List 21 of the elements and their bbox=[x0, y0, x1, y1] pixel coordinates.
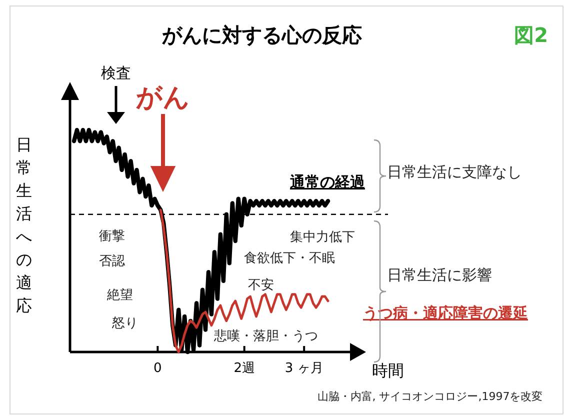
annotation: 食欲低下・不眠 bbox=[244, 251, 335, 266]
annotation: 衝撃 bbox=[99, 229, 125, 244]
text: 検査 bbox=[101, 64, 131, 82]
annotation: 怒り bbox=[111, 316, 138, 331]
text: 日常生活に支障なし bbox=[387, 163, 522, 181]
text: 山脇・内富, サイコオンコロジー,1997を改変 bbox=[317, 390, 543, 403]
x-tick-label: 2週 bbox=[234, 360, 255, 376]
annotation: 不安 bbox=[248, 277, 274, 293]
x-tick-label: 0 bbox=[154, 360, 162, 376]
y-axis-title: 日常生活への適応 bbox=[16, 135, 32, 315]
annotation: 否認 bbox=[99, 254, 125, 269]
caption: 図2 bbox=[514, 23, 548, 47]
x-axis-title: 時間 bbox=[372, 361, 404, 380]
chart-title: がんに対する心の反応 bbox=[161, 23, 362, 47]
text: 日常生活に影響 bbox=[387, 266, 492, 284]
text: がん bbox=[136, 83, 190, 113]
series-label: 通常の経過 bbox=[289, 173, 366, 191]
x-tick-label: 3 ヶ月 bbox=[284, 360, 324, 376]
annotation: 集中力低下 bbox=[290, 230, 355, 245]
annotation: 悲嘆・落胆・うつ bbox=[213, 329, 318, 344]
annotation: 絶望 bbox=[106, 288, 133, 303]
